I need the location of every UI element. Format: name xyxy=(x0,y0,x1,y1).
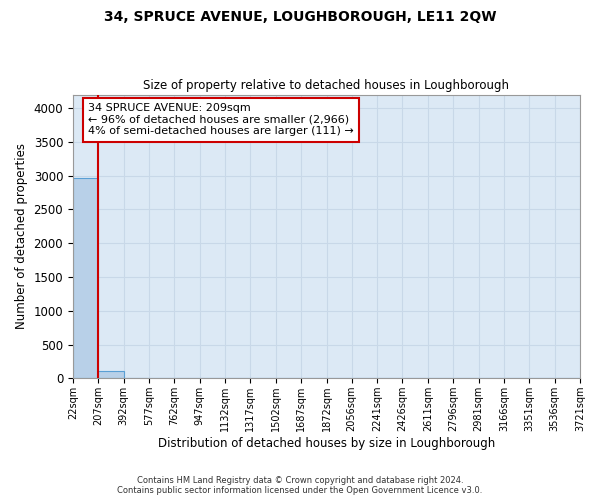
Title: Size of property relative to detached houses in Loughborough: Size of property relative to detached ho… xyxy=(143,79,509,92)
Bar xyxy=(98,371,124,378)
Text: Contains HM Land Registry data © Crown copyright and database right 2024.
Contai: Contains HM Land Registry data © Crown c… xyxy=(118,476,482,495)
Text: 34 SPRUCE AVENUE: 209sqm
← 96% of detached houses are smaller (2,966)
4% of semi: 34 SPRUCE AVENUE: 209sqm ← 96% of detach… xyxy=(88,103,354,136)
Bar xyxy=(73,178,98,378)
Text: 34, SPRUCE AVENUE, LOUGHBOROUGH, LE11 2QW: 34, SPRUCE AVENUE, LOUGHBOROUGH, LE11 2Q… xyxy=(104,10,496,24)
Y-axis label: Number of detached properties: Number of detached properties xyxy=(15,144,28,330)
X-axis label: Distribution of detached houses by size in Loughborough: Distribution of detached houses by size … xyxy=(158,437,495,450)
